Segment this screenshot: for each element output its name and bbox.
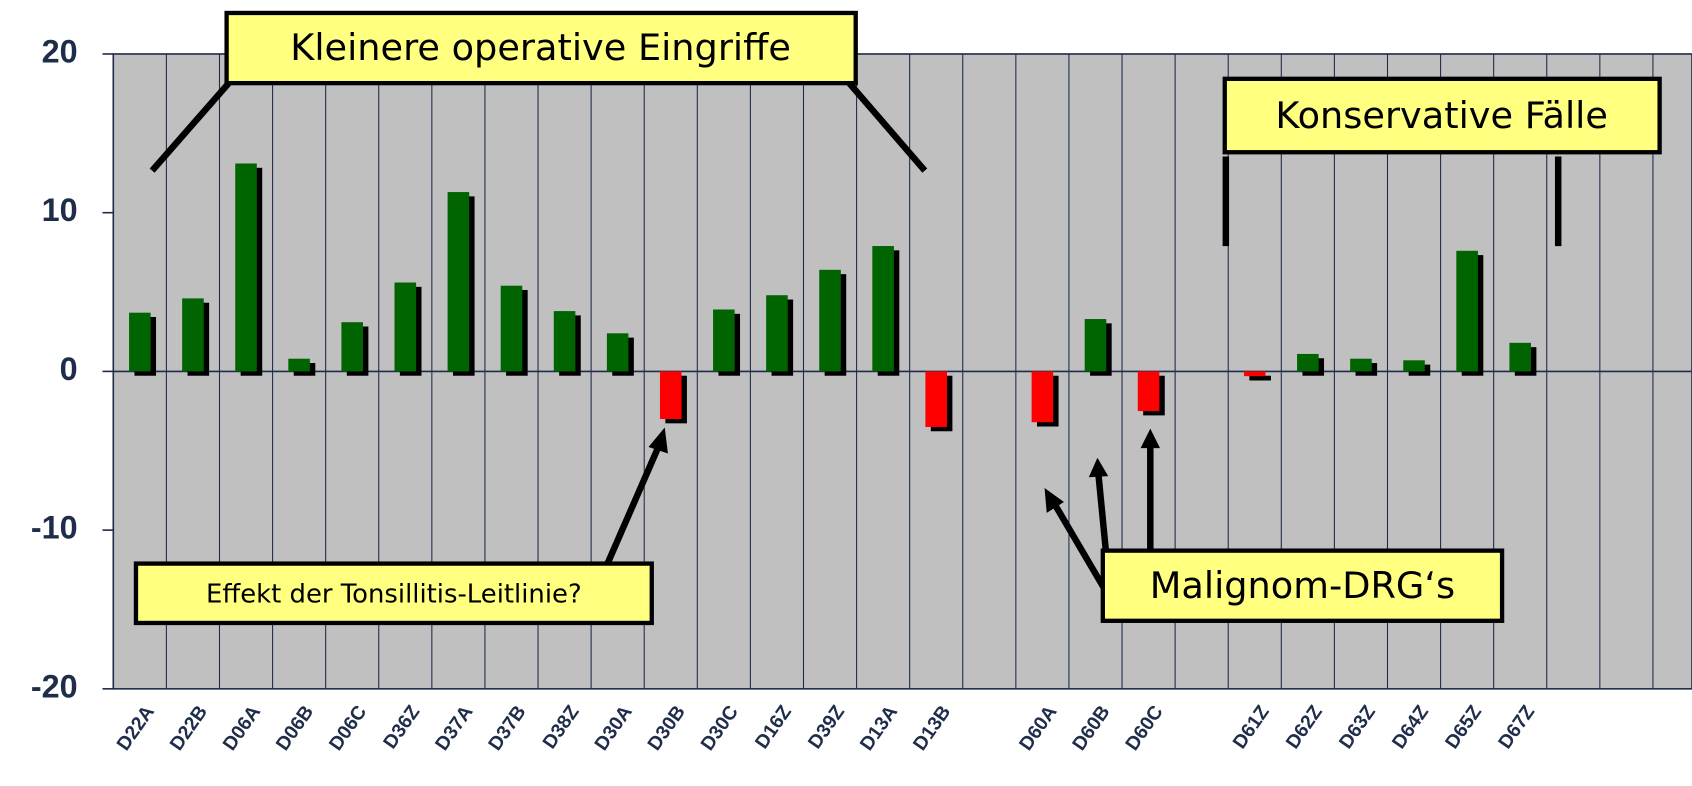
annotation-box (1222, 76, 1662, 155)
annotation-box (133, 561, 654, 626)
y-tick-label: -20 (31, 668, 78, 704)
annotation: Malignom-DRG‘s (1150, 564, 1455, 607)
bar (129, 312, 151, 372)
x-tick-label: D60B (1068, 701, 1114, 754)
x-tick-label: D13A (856, 701, 902, 754)
bar (606, 333, 629, 372)
annotations: Kleinere operative Eingriffe Konservativ… (133, 10, 1662, 626)
bars (113, 163, 1692, 432)
bar (766, 295, 788, 372)
bar (182, 298, 204, 372)
bar (1403, 360, 1425, 372)
annotation: Kleinere operative Eingriffe (290, 26, 791, 69)
arrow-line (1095, 474, 1110, 554)
annotation-box (224, 10, 858, 86)
x-tick-label: D22B (166, 701, 212, 754)
x-tick-label: D61Z (1229, 701, 1274, 753)
bar (1031, 371, 1054, 423)
bar (713, 309, 735, 372)
y-tick-label: 0 (60, 351, 78, 387)
bar (1243, 371, 1266, 377)
y-tick-label: 20 (42, 34, 78, 70)
x-tick-label: D62Z (1282, 701, 1327, 753)
x-tick-label: D63Z (1335, 701, 1380, 753)
bar (1297, 353, 1319, 372)
bracket-line (149, 80, 232, 173)
bar (1509, 342, 1532, 372)
x-tick-label: D37B (484, 701, 530, 754)
bar (394, 282, 417, 372)
annotation: Effekt der Tonsillitis-Leitlinie? (206, 579, 582, 609)
bar (500, 285, 523, 372)
bar (447, 192, 470, 372)
x-tick-label: D06A (219, 701, 265, 754)
annotation-box (1100, 548, 1505, 623)
bar (341, 322, 364, 372)
x-tick-label: D06B (272, 701, 318, 754)
bar (925, 371, 948, 427)
arrow-head (1140, 428, 1161, 449)
x-tick-label: D64Z (1388, 701, 1433, 753)
x-tick-label: D22A (112, 701, 158, 754)
y-tick-label: -10 (31, 510, 78, 546)
bracket-line (846, 81, 928, 173)
x-tick-label: D60A (1015, 701, 1061, 754)
x-tick-label: D16Z (751, 701, 796, 753)
x-tick-label: D60C (1121, 701, 1167, 754)
y-tick-label: 10 (42, 192, 78, 228)
bar (1350, 358, 1372, 372)
arrow-line (604, 443, 663, 565)
x-tick-label: D30B (643, 701, 689, 754)
x-tick-label: D39Z (804, 701, 849, 753)
x-tick-label: D65Z (1441, 701, 1486, 753)
bar (288, 358, 310, 372)
bar (819, 269, 841, 372)
x-tick-label: D38Z (538, 701, 583, 753)
arrow-line (1052, 503, 1109, 594)
x-tick-label: D30C (696, 701, 742, 754)
bar-shadow (1249, 375, 1271, 381)
arrow-head (1088, 457, 1109, 478)
x-tick-label: D06C (325, 701, 371, 754)
bar (235, 163, 257, 372)
x-tick-label: D36Z (379, 701, 424, 753)
bar (553, 311, 576, 372)
x-tick-label: D30A (590, 701, 636, 754)
bar (872, 246, 894, 372)
bar (1137, 371, 1160, 412)
x-tick-label: D13B (909, 701, 955, 754)
x-tick-label: D67Z (1494, 701, 1539, 753)
annotation: Konservative Fälle (1275, 94, 1608, 137)
bar (1456, 250, 1478, 372)
arrow-head (648, 427, 668, 454)
bar (659, 371, 682, 420)
bar (1084, 319, 1107, 372)
arrow-head (1044, 488, 1064, 513)
x-tick-label: D37A (431, 701, 477, 754)
